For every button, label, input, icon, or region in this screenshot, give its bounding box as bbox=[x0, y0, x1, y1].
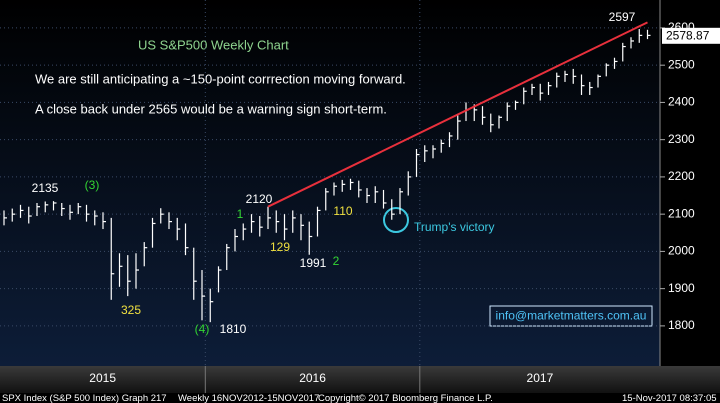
chart-title: US S&P500 Weekly Chart bbox=[138, 37, 289, 52]
annotation: 325 bbox=[121, 303, 141, 317]
y-tick-label: 2300 bbox=[668, 132, 695, 146]
x-tick-label: 2016 bbox=[299, 371, 326, 385]
plot-area bbox=[0, 0, 660, 366]
x-axis-area bbox=[0, 366, 720, 393]
y-tick-label: 1800 bbox=[668, 318, 695, 332]
annotation: Trump's victory bbox=[414, 220, 495, 234]
y-axis-area bbox=[660, 0, 720, 366]
trendline bbox=[267, 21, 648, 208]
annotation: 129 bbox=[270, 240, 290, 254]
annotation: 110 bbox=[333, 204, 352, 218]
y-tick-label: 2500 bbox=[668, 57, 695, 71]
y-tick-label: 2000 bbox=[668, 244, 695, 258]
y-tick-label: 1900 bbox=[668, 281, 695, 295]
y-tick-label: 2400 bbox=[668, 95, 695, 109]
annotation: 2597 bbox=[609, 10, 636, 24]
comment-line: A close back under 2565 would be a warni… bbox=[35, 101, 387, 116]
annotation: (3) bbox=[85, 178, 100, 192]
last-price-label: 2578.87 bbox=[666, 28, 710, 42]
annotation: 2 bbox=[333, 254, 340, 268]
footer-text: SPX Index (S&P 500 Index) Graph 217 bbox=[2, 393, 167, 403]
annotation: (4) bbox=[195, 322, 210, 336]
x-tick-label: 2017 bbox=[527, 371, 554, 385]
email: info@marketmatters.com.au bbox=[496, 309, 647, 323]
x-tick-label: 2015 bbox=[89, 371, 116, 385]
footer-text: Weekly 16NOV2012-15NOV2017 bbox=[178, 393, 319, 403]
annotation: 1991 bbox=[300, 256, 327, 270]
email-box bbox=[489, 305, 653, 327]
annotation: 1 bbox=[237, 207, 244, 221]
footer-text: Copyright© 2017 Bloomberg Finance L.P. bbox=[318, 393, 493, 403]
annotation: 2135 bbox=[32, 181, 59, 195]
annotation: 1810 bbox=[220, 322, 247, 336]
comment-line: We are still anticipating a ~150-point c… bbox=[35, 71, 406, 86]
y-tick-label: 2200 bbox=[668, 169, 695, 183]
footer-area bbox=[0, 393, 720, 403]
footer-text: 15-Nov-2017 08:37:05 bbox=[622, 393, 717, 403]
highlight-circle bbox=[383, 207, 409, 233]
last-price-box bbox=[662, 27, 720, 44]
y-tick-label: 2100 bbox=[668, 206, 695, 220]
annotation: 2120 bbox=[246, 192, 273, 206]
